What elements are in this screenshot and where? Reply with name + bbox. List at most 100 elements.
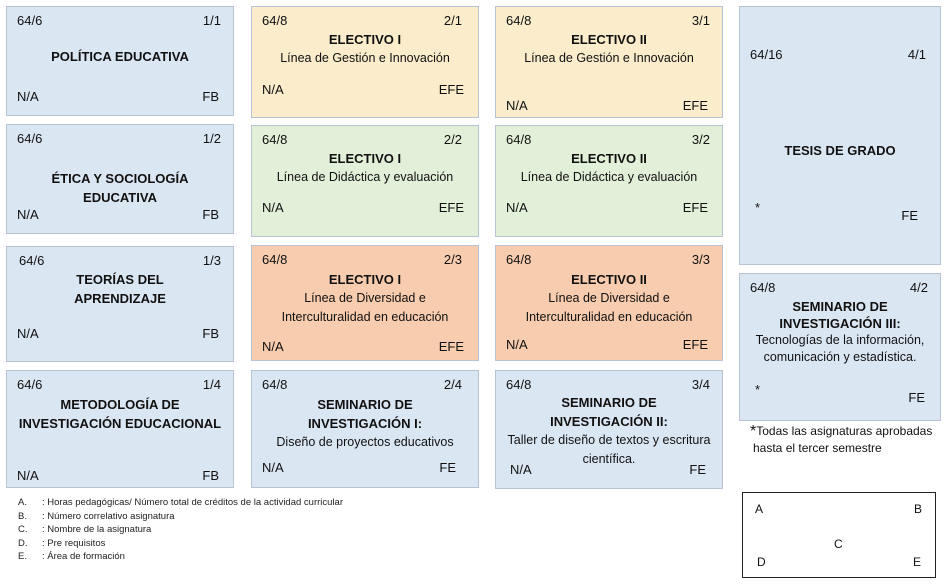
- course-number: 4/2: [909, 280, 928, 295]
- course-number: 2/4: [443, 377, 462, 392]
- course-subtitle-line2: científica.: [582, 452, 636, 466]
- key-a: A: [755, 502, 764, 516]
- prerequisites: *: [755, 200, 761, 215]
- formation-area: FE: [689, 462, 706, 477]
- course-title: ELECTIVO II: [571, 151, 647, 166]
- course-title-line2: INVESTIGACIÓN III:: [779, 316, 901, 331]
- course-card-1-2: 64/6 1/2 ÉTICA Y SOCIOLOGÍA EDUCATIVA N/…: [6, 124, 234, 234]
- course-subtitle: Línea de Gestión e Innovación: [280, 51, 450, 65]
- course-card-3-4: 64/8 3/4 SEMINARIO DE INVESTIGACIÓN II: …: [495, 370, 723, 489]
- course-subtitle: Línea de Didáctica y evaluación: [520, 170, 698, 184]
- prerequisites: N/A: [17, 326, 39, 341]
- legend-key-box: A B C D E: [742, 492, 936, 578]
- legend-text: : Horas pedagógicas/ Número total de cré…: [42, 497, 343, 508]
- key-c: C: [834, 537, 843, 551]
- prerequisites: N/A: [506, 200, 528, 215]
- hours-credits: 64/8: [262, 132, 288, 147]
- legend-item: A. : Horas pedagógicas/ Número total de c…: [18, 496, 343, 510]
- course-title: ELECTIVO I: [328, 151, 402, 166]
- course-title-line2: APRENDIZAJE: [74, 291, 166, 306]
- formation-area: FB: [202, 326, 219, 341]
- formation-area: FB: [202, 89, 219, 104]
- course-number: 3/4: [691, 377, 710, 392]
- hours-credits: 64/8: [506, 132, 532, 147]
- legend-key: D.: [18, 537, 28, 549]
- formation-area: EFE: [682, 337, 708, 352]
- course-card-2-4: 64/8 2/4 SEMINARIO DE INVESTIGACIÓN I: D…: [251, 370, 479, 488]
- hours-credits: 64/6: [17, 377, 43, 392]
- prerequisites: N/A: [506, 98, 528, 113]
- legend: A. : Horas pedagógicas/ Número total de c…: [18, 496, 343, 564]
- legend-key: E.: [18, 551, 27, 562]
- course-number: 1/4: [202, 377, 221, 392]
- formation-area: FB: [202, 207, 219, 222]
- course-title-line2: INVESTIGACIÓN EDUCACIONAL: [18, 416, 222, 431]
- course-number: 1/2: [202, 131, 221, 146]
- course-subtitle: Tecnologías de la información,: [755, 333, 925, 347]
- legend-item: E.: Área de formación: [18, 550, 343, 564]
- key-e: E: [912, 555, 921, 569]
- course-subtitle-line2: Interculturalidad en educación: [525, 310, 693, 324]
- hours-credits: 64/8: [262, 252, 288, 267]
- prerequisites: N/A: [262, 200, 284, 215]
- course-number: 4/1: [907, 47, 926, 62]
- course-title-line2: INVESTIGACIÓN II:: [550, 414, 668, 429]
- course-number: 3/3: [691, 252, 710, 267]
- course-card-3-1: 64/8 3/1 ELECTIVO II Línea de Gestión e …: [495, 6, 723, 118]
- formation-area: EFE: [682, 98, 708, 113]
- hours-credits: 64/6: [17, 13, 43, 28]
- prerequisites: N/A: [506, 337, 528, 352]
- course-card-1-4: 64/6 1/4 METODOLOGÍA DE INVESTIGACIÓN ED…: [6, 370, 234, 488]
- course-title: ÉTICA Y SOCIOLOGÍA: [51, 171, 189, 186]
- prerequisites: N/A: [262, 339, 284, 354]
- formation-area: FE: [908, 390, 925, 405]
- course-number: 1/3: [202, 253, 221, 268]
- course-number: 2/3: [443, 252, 462, 267]
- hours-credits: 64/8: [262, 13, 288, 28]
- course-subtitle-line2: Interculturalidad en educación: [281, 310, 449, 324]
- course-subtitle: Línea de Diversidad e: [304, 291, 426, 305]
- course-subtitle: Línea de Didáctica y evaluación: [276, 170, 454, 184]
- course-number: 2/1: [443, 13, 462, 28]
- course-subtitle-line2: comunicación y estadística.: [763, 350, 917, 364]
- hours-credits: 64/8: [506, 252, 532, 267]
- hours-credits: 64/8: [262, 377, 288, 392]
- prerequisites: *: [755, 382, 761, 397]
- course-card-4-2: 64/8 4/2 SEMINARIO DE INVESTIGACIÓN III:…: [739, 273, 941, 421]
- note-asterisk: *: [750, 423, 757, 440]
- prerequisites: N/A: [262, 82, 284, 97]
- course-title: METODOLOGÍA DE: [60, 397, 180, 412]
- course-title: ELECTIVO II: [571, 272, 647, 287]
- course-number: 2/2: [443, 132, 462, 147]
- course-title: ELECTIVO II: [571, 32, 647, 47]
- course-title-line2: INVESTIGACIÓN I:: [307, 416, 423, 431]
- course-title-line2: EDUCATIVA: [83, 190, 157, 205]
- hours-credits: 64/8: [506, 377, 532, 392]
- legend-item: B.: Número correlativo asignatura: [18, 510, 343, 524]
- hours-credits: 64/8: [506, 13, 532, 28]
- prerequisites: N/A: [262, 460, 284, 475]
- course-title: POLÍTICA EDUCATIVA: [51, 49, 189, 64]
- course-title: TESIS DE GRADO: [784, 143, 896, 158]
- key-b: B: [913, 502, 922, 516]
- course-card-2-1: 64/8 2/1 ELECTIVO I Línea de Gestión e I…: [251, 6, 479, 118]
- prerequisite-note: *Todas las asignaturas aprobadas hasta e…: [750, 423, 932, 457]
- prerequisites: N/A: [17, 207, 39, 222]
- key-d: D: [757, 555, 766, 569]
- hours-credits: 64/6: [19, 253, 45, 268]
- formation-area: EFE: [682, 200, 708, 215]
- course-title: SEMINARIO DE: [561, 395, 657, 410]
- formation-area: FB: [202, 468, 219, 483]
- course-card-2-2: 64/8 2/2 ELECTIVO I Línea de Didáctica y…: [251, 125, 479, 237]
- course-card-1-1: 64/6 1/1 POLÍTICA EDUCATIVA N/A FB: [6, 6, 234, 116]
- formation-area: FE: [439, 460, 456, 475]
- course-card-1-3: 64/6 1/3 TEORÍAS DEL APRENDIZAJE N/A FB: [6, 246, 234, 362]
- course-number: 1/1: [202, 13, 221, 28]
- legend-key: A.: [18, 497, 27, 508]
- formation-area: EFE: [438, 82, 464, 97]
- note-line1: Todas las asignaturas aprobadas: [756, 424, 933, 438]
- course-card-4-1: 64/16 4/1 TESIS DE GRADO * FE: [739, 6, 941, 265]
- prerequisites: N/A: [510, 462, 532, 477]
- course-number: 3/1: [691, 13, 710, 28]
- prerequisites: N/A: [17, 89, 39, 104]
